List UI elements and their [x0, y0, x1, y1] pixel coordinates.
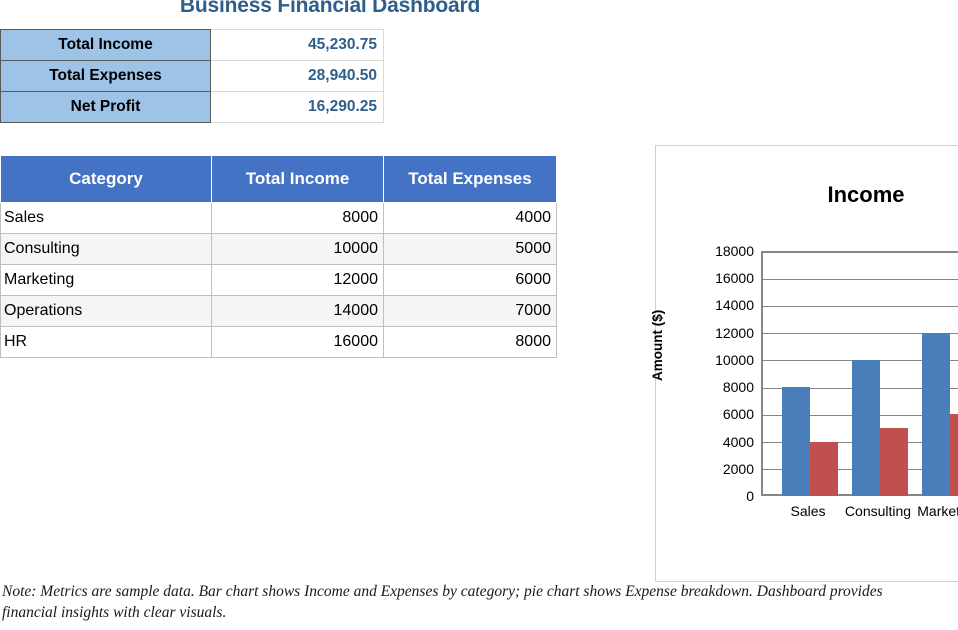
cell-category: Sales — [0, 202, 212, 234]
cell-income: 16000 — [211, 326, 384, 358]
table-row: Total Expenses 28,940.50 — [0, 60, 384, 92]
cell-expenses: 7000 — [383, 295, 557, 327]
cell-expenses: 5000 — [383, 233, 557, 265]
cell-category: Marketing — [0, 264, 212, 296]
chart-bar[interactable] — [782, 387, 810, 496]
column-header-total-expenses: Total Expenses — [383, 155, 557, 203]
chart-title: Income — [827, 182, 905, 207]
chart-bar[interactable] — [950, 414, 958, 496]
chart-gridline — [763, 278, 958, 280]
table-row: Operations 14000 7000 — [0, 295, 557, 327]
metric-label-total-income: Total Income — [0, 29, 211, 61]
cell-expenses: 4000 — [383, 202, 557, 234]
x-tick-label: Consulting — [844, 503, 912, 519]
cell-expenses: 8000 — [383, 326, 557, 358]
y-tick-label: 14000 — [715, 297, 754, 314]
table-row: HR 16000 8000 — [0, 326, 557, 358]
table-row: Sales 8000 4000 — [0, 202, 557, 234]
category-table-head: Category Total Income Total Expenses — [0, 155, 557, 203]
column-header-total-income: Total Income — [211, 155, 384, 203]
chart-y-axis-label: Amount ($) — [650, 309, 665, 381]
y-tick-label: 8000 — [722, 379, 754, 396]
column-header-category: Category — [0, 155, 212, 203]
chart-plot-area — [761, 251, 958, 496]
footer-note-line-2: financial insights with clear visuals. — [2, 604, 227, 621]
y-tick-label: 18000 — [715, 243, 754, 259]
chart-bar[interactable] — [922, 332, 950, 496]
y-tick-label: 2000 — [722, 460, 754, 477]
page-title: Business Financial Dashboard — [179, 0, 481, 17]
y-tick-label: 10000 — [715, 351, 754, 368]
chart-bar[interactable] — [852, 359, 880, 496]
table-header-row: Category Total Income Total Expenses — [0, 155, 557, 203]
metric-label-net-profit: Net Profit — [0, 91, 211, 123]
metric-label-total-expenses: Total Expenses — [0, 60, 211, 92]
bar-chart-frame[interactable]: Income Amount ($) 0 2000 4000 6000 8000 10000… — [650, 145, 958, 582]
category-breakdown-table: Category Total Income Total Expenses Sal… — [0, 155, 557, 358]
y-tick-label: 6000 — [722, 406, 754, 423]
footer-note-line-1: Note: Metrics are sample data. Bar chart… — [2, 583, 883, 600]
x-tick-label: Sales — [790, 503, 826, 519]
y-tick-label: 12000 — [715, 324, 754, 341]
metric-value-total-expenses: 28,940.50 — [210, 60, 384, 92]
summary-metrics-table: Total Income 45,230.75 Total Expenses 28… — [0, 29, 384, 123]
y-tick-label: 0 — [746, 488, 754, 504]
cell-category: Consulting — [0, 233, 212, 265]
chart-bar[interactable] — [810, 441, 838, 496]
cell-category: Operations — [0, 295, 212, 327]
cell-category: HR — [0, 326, 212, 358]
metric-value-net-profit: 16,290.25 — [210, 91, 384, 123]
table-row: Consulting 10000 5000 — [0, 233, 557, 265]
table-row: Marketing 12000 6000 — [0, 264, 557, 296]
chart-gridline — [763, 333, 958, 335]
chart-gridline — [763, 305, 958, 307]
cell-income: 12000 — [211, 264, 384, 296]
footer-note: Note: Metrics are sample data. Bar chart… — [0, 581, 958, 623]
y-tick-label: 16000 — [715, 270, 754, 287]
cell-expenses: 6000 — [383, 264, 557, 296]
y-tick-label: 4000 — [722, 433, 754, 450]
category-table-body: Sales 8000 4000 Consulting 10000 5000 Ma… — [0, 202, 557, 358]
chart-plot-wrapper: 0 2000 4000 6000 8000 10000 12000 14000 16000 180… — [701, 244, 958, 519]
table-row: Total Income 45,230.75 — [0, 29, 384, 61]
table-row: Net Profit 16,290.25 — [0, 91, 384, 123]
chart-gridline — [763, 251, 958, 253]
x-tick-label: Marketing — [917, 503, 958, 519]
summary-table-body: Total Income 45,230.75 Total Expenses 28… — [0, 29, 384, 123]
chart-y-axis-ticks: 0 2000 4000 6000 8000 10000 12000 14000 16000 180… — [701, 244, 758, 503]
cell-income: 14000 — [211, 295, 384, 327]
metric-value-total-income: 45,230.75 — [210, 29, 384, 61]
chart-bar[interactable] — [880, 427, 908, 496]
cell-income: 8000 — [211, 202, 384, 234]
cell-income: 10000 — [211, 233, 384, 265]
